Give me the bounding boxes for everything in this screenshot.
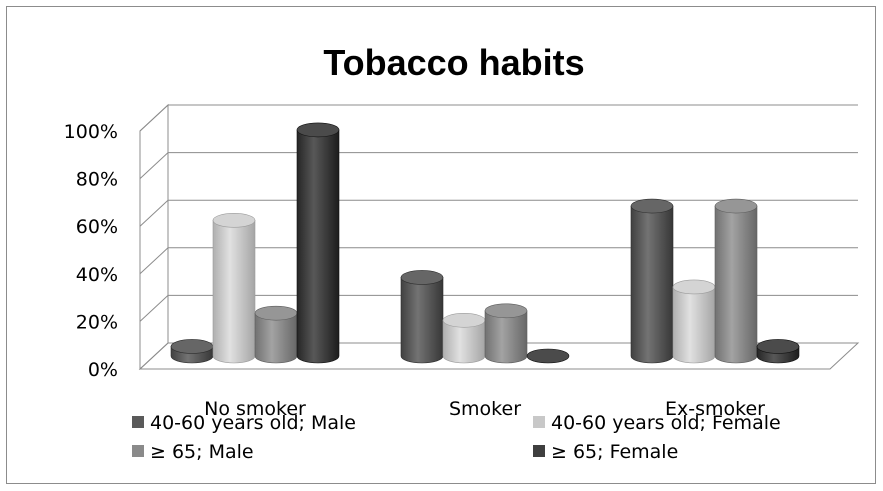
floor	[138, 342, 860, 370]
bar-top	[672, 279, 716, 295]
bar-top	[526, 348, 570, 364]
bar	[756, 339, 800, 364]
bar-top	[714, 198, 758, 214]
bar-top	[296, 122, 340, 138]
bar-top	[212, 213, 256, 228]
gridline	[139, 199, 858, 227]
legend: 40-60 years old; Male 40-60 years old; Fe…	[132, 412, 781, 463]
y-tick-label: 20%	[76, 311, 118, 333]
bar-top	[756, 339, 800, 354]
x-category-label: No smoker	[204, 398, 306, 420]
bar	[400, 270, 444, 364]
bar	[526, 348, 570, 364]
x-category-label: Ex-smoker	[665, 398, 765, 420]
legend-swatch	[533, 445, 545, 457]
bar-body	[714, 205, 758, 364]
y-tick-label: 100%	[64, 121, 118, 143]
legend-swatch	[132, 416, 144, 428]
bar-top	[254, 305, 298, 321]
y-tick-label: 60%	[76, 216, 118, 238]
bar-body	[254, 312, 298, 364]
bar	[296, 122, 340, 364]
bar	[714, 198, 758, 364]
legend-label: ≥ 65; Female	[551, 441, 678, 463]
legend-label: 40-60 years old; Male	[150, 412, 356, 434]
bar-body	[442, 320, 486, 364]
bar-body	[296, 129, 340, 364]
bar-body	[400, 277, 444, 364]
bar-body	[212, 220, 256, 364]
gridline	[139, 104, 858, 132]
side-wall	[139, 103, 169, 371]
bar-top	[484, 303, 528, 319]
bar	[212, 213, 256, 364]
legend-swatch	[132, 445, 144, 457]
y-tick-label: 40%	[76, 264, 118, 286]
y-tick-label: 80%	[76, 169, 118, 191]
bar-top	[630, 198, 674, 214]
chart-title: Tobacco habits	[323, 42, 584, 83]
y-tick-label: 0%	[88, 359, 118, 381]
legend-swatch	[533, 416, 545, 428]
bar-body	[630, 205, 674, 364]
bar	[484, 303, 528, 364]
bar-top	[400, 270, 444, 285]
gridlines	[139, 104, 858, 322]
bar-body	[672, 286, 716, 364]
legend-item: ≥ 65; Female	[533, 441, 678, 463]
bar	[254, 305, 298, 364]
gridline	[139, 247, 858, 275]
legend-label: 40-60 years old; Female	[551, 412, 781, 434]
legend-item: ≥ 65; Male	[132, 441, 254, 463]
bar	[170, 339, 214, 364]
bar-top	[170, 339, 214, 354]
legend-item: 40-60 years old; Male	[132, 412, 356, 434]
bars	[170, 122, 800, 364]
bar	[630, 198, 674, 364]
legend-label: ≥ 65; Male	[150, 441, 254, 463]
x-category-label: Smoker	[449, 398, 521, 420]
bar	[442, 312, 486, 364]
gridline	[139, 294, 858, 322]
gridline	[139, 152, 858, 179]
legend-item: 40-60 years old; Female	[533, 412, 781, 434]
bar-top	[442, 312, 486, 328]
y-axis-ticks: 0% 20% 40% 60% 80% 100%	[64, 121, 118, 381]
bar-body	[484, 310, 528, 364]
x-axis-categories: No smoker Smoker Ex-smoker	[204, 398, 765, 420]
bar	[672, 279, 716, 364]
